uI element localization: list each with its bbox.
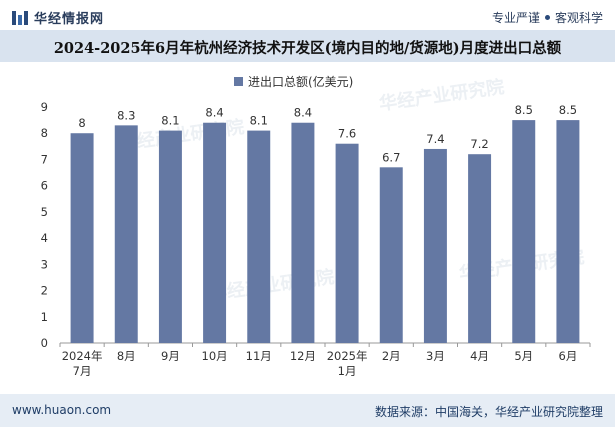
x-tick-label: 6月 xyxy=(559,349,578,363)
bar xyxy=(512,120,536,343)
x-tick-label-line: 2月 xyxy=(382,349,401,363)
data-label: 6.7 xyxy=(382,150,400,164)
bar xyxy=(379,167,403,343)
bar xyxy=(468,154,492,343)
data-label: 8.1 xyxy=(250,114,268,128)
watermark-text: 华经产业研究院 xyxy=(378,76,506,115)
x-tick-label-line: 6月 xyxy=(559,349,578,363)
data-label: 8.4 xyxy=(294,106,312,120)
tagline-right: 客观科学 xyxy=(554,11,603,25)
bar xyxy=(203,122,227,343)
x-tick-label: 3月 xyxy=(426,349,445,363)
data-label: 8.1 xyxy=(161,114,179,128)
bar xyxy=(158,130,182,343)
chart-title: 2024-2025年6月年杭州经济技术开发区(境内目的地/货源地)月度进出口总额 xyxy=(53,40,562,57)
data-label: 7.2 xyxy=(470,137,488,151)
data-label: 8.3 xyxy=(117,108,135,122)
bar xyxy=(70,133,94,343)
y-tick-label: 3 xyxy=(41,257,48,271)
x-tick-label-line: 2024年 xyxy=(62,349,103,363)
x-tick-label-line: 3月 xyxy=(426,349,445,363)
footer: www.huaon.com 数据来源：中国海关，华经产业研究院整理 xyxy=(0,394,615,427)
x-tick-label: 11月 xyxy=(246,349,272,363)
data-label: 7.4 xyxy=(426,132,444,146)
x-tick-label: 2025年 1月 xyxy=(327,349,368,378)
x-tick-label-line: 10月 xyxy=(202,349,228,363)
website-link[interactable]: www.huaon.com xyxy=(12,403,112,417)
data-label: 8.4 xyxy=(205,106,223,120)
bar xyxy=(291,122,315,343)
data-label: 8.5 xyxy=(559,103,577,117)
data-label: 8.5 xyxy=(515,103,533,117)
bar xyxy=(556,120,580,343)
bar xyxy=(114,125,138,343)
y-tick-label: 0 xyxy=(41,336,48,350)
x-tick-label: 4月 xyxy=(470,349,489,363)
data-label: 8 xyxy=(78,116,85,130)
x-tick-label-line: 7月 xyxy=(73,364,92,378)
data-source: 数据来源：中国海关，华经产业研究院整理 xyxy=(374,405,603,419)
y-tick-label: 1 xyxy=(41,310,48,324)
logo: 华经情报网 xyxy=(12,8,104,27)
x-tick-label: 8月 xyxy=(117,349,136,363)
title-bar: 2024-2025年6月年杭州经济技术开发区(境内目的地/货源地)月度进出口总额 xyxy=(0,30,615,62)
bar xyxy=(423,148,447,343)
data-label: 7.6 xyxy=(338,127,356,141)
bar-chart: 华经产业研究院华经产业研究院华经产业研究院华经产业研究院进出口总额(亿美元)01… xyxy=(41,74,591,378)
y-tick-label: 5 xyxy=(41,205,48,219)
tagline-left: 专业严谨 xyxy=(491,11,540,25)
x-tick-label-line: 12月 xyxy=(290,349,316,363)
y-tick-label: 9 xyxy=(41,100,48,114)
x-tick-label: 9月 xyxy=(161,349,180,363)
x-tick-label-line: 11月 xyxy=(246,349,272,363)
logo-icon xyxy=(12,10,28,25)
y-tick-label: 7 xyxy=(41,152,48,166)
x-tick-label-line: 1月 xyxy=(338,364,357,378)
x-tick-label: 2月 xyxy=(382,349,401,363)
y-tick-label: 8 xyxy=(41,126,48,140)
x-tick-label-line: 2025年 xyxy=(327,349,368,363)
y-tick-label: 4 xyxy=(41,231,48,245)
x-tick-label-line: 8月 xyxy=(117,349,136,363)
legend-swatch xyxy=(234,77,243,86)
x-tick-label-line: 9月 xyxy=(161,349,180,363)
x-tick-label-line: 5月 xyxy=(514,349,533,363)
watermark-text: 华经产业研究院 xyxy=(208,266,336,305)
logo-text: 华经情报网 xyxy=(34,12,105,27)
y-tick-label: 2 xyxy=(41,284,48,298)
bar xyxy=(335,143,359,343)
top-bar: 华经情报网 专业严谨 客观科学 xyxy=(0,0,615,30)
x-tick-label: 12月 xyxy=(290,349,316,363)
tagline: 专业严谨 客观科学 xyxy=(492,9,603,26)
x-tick-label-line: 4月 xyxy=(470,349,489,363)
x-tick-label: 10月 xyxy=(202,349,228,363)
y-tick-label: 6 xyxy=(41,179,48,193)
x-tick-label: 2024年 7月 xyxy=(62,349,103,378)
dot-icon xyxy=(544,15,550,20)
bar xyxy=(247,130,271,343)
x-tick-label: 5月 xyxy=(514,349,533,363)
legend-label: 进出口总额(亿美元) xyxy=(248,74,353,89)
